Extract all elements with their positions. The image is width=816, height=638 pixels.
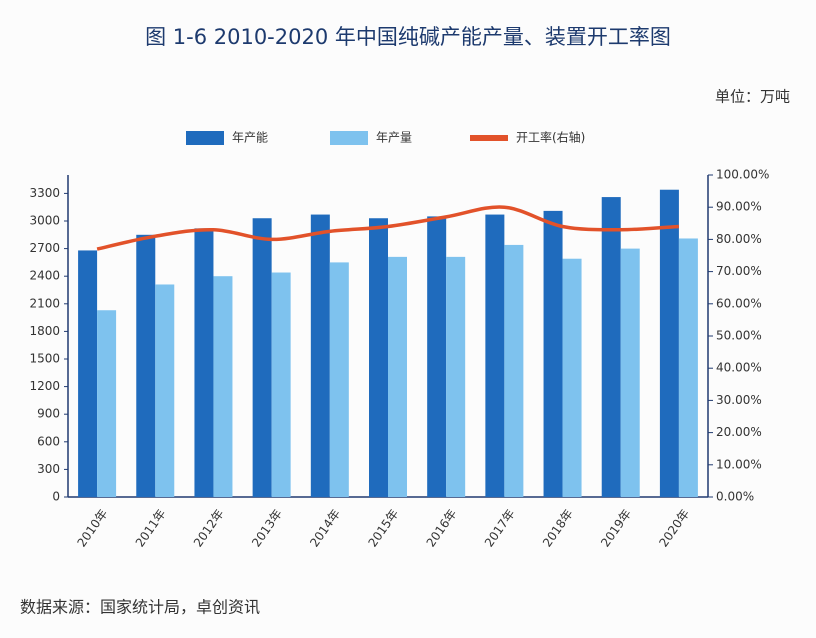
bar	[78, 250, 98, 497]
bar	[659, 189, 679, 497]
legend-label: 年产量	[376, 131, 412, 145]
bar	[136, 234, 156, 498]
bar	[543, 210, 563, 497]
y2-tick-label: 30.00%	[716, 393, 762, 407]
legend-label: 开工率(右轴)	[516, 130, 585, 145]
bar	[601, 197, 621, 497]
bar	[562, 258, 582, 497]
y-tick-label: 0	[52, 490, 60, 504]
y2-tick-label: 40.00%	[716, 361, 762, 375]
bar	[388, 256, 407, 497]
y-tick-label: 600	[37, 434, 60, 448]
bar	[446, 256, 466, 497]
y2-tick-label: 50.00%	[716, 329, 762, 343]
y2-tick-label: 70.00%	[716, 264, 762, 278]
legend-swatch	[470, 135, 508, 141]
bar	[97, 310, 117, 497]
bar	[485, 214, 505, 497]
y-tick-label: 3300	[29, 186, 60, 200]
y-tick-label: 2400	[29, 269, 60, 283]
bar	[369, 218, 388, 498]
y-tick-label: 2700	[29, 241, 60, 255]
chart-title: 图 1-6 2010-2020 年中国纯碱产能产量、装置开工率图	[145, 25, 671, 49]
source: 数据来源：国家统计局，卓创资讯	[20, 598, 260, 617]
y-tick-label: 2100	[29, 296, 60, 310]
line	[96, 205, 680, 251]
bar	[213, 276, 233, 497]
bar	[620, 248, 640, 497]
unit-label: 单位：万吨	[715, 88, 790, 106]
y-tick-label: 1500	[29, 352, 60, 366]
bar	[271, 272, 291, 497]
legend-label: 年产能	[232, 131, 268, 145]
bar	[678, 238, 698, 498]
y2-tick-label: 100.00%	[716, 168, 769, 182]
y2-tick-label: 10.00%	[716, 457, 762, 471]
legend-swatch	[330, 131, 368, 145]
y2-tick-label: 60.00%	[716, 296, 762, 310]
legend-swatch	[186, 131, 224, 145]
y2-tick-label: 20.00%	[716, 425, 762, 439]
y2-tick-label: 80.00%	[716, 232, 762, 246]
y2-tick-label: 90.00%	[716, 200, 762, 214]
y-tick-label: 3000	[29, 214, 60, 228]
y-tick-label: 900	[37, 407, 60, 421]
y-tick-label: 300	[37, 462, 60, 476]
bar	[155, 284, 175, 497]
bar	[427, 216, 447, 497]
bar	[252, 218, 272, 498]
bar	[504, 244, 524, 497]
y2-tick-label: 0.00%	[716, 490, 754, 504]
bar	[310, 214, 330, 497]
y-tick-label: 1200	[29, 379, 60, 393]
y-tick-label: 1800	[29, 324, 60, 338]
bar	[329, 262, 349, 497]
bar	[194, 228, 214, 498]
